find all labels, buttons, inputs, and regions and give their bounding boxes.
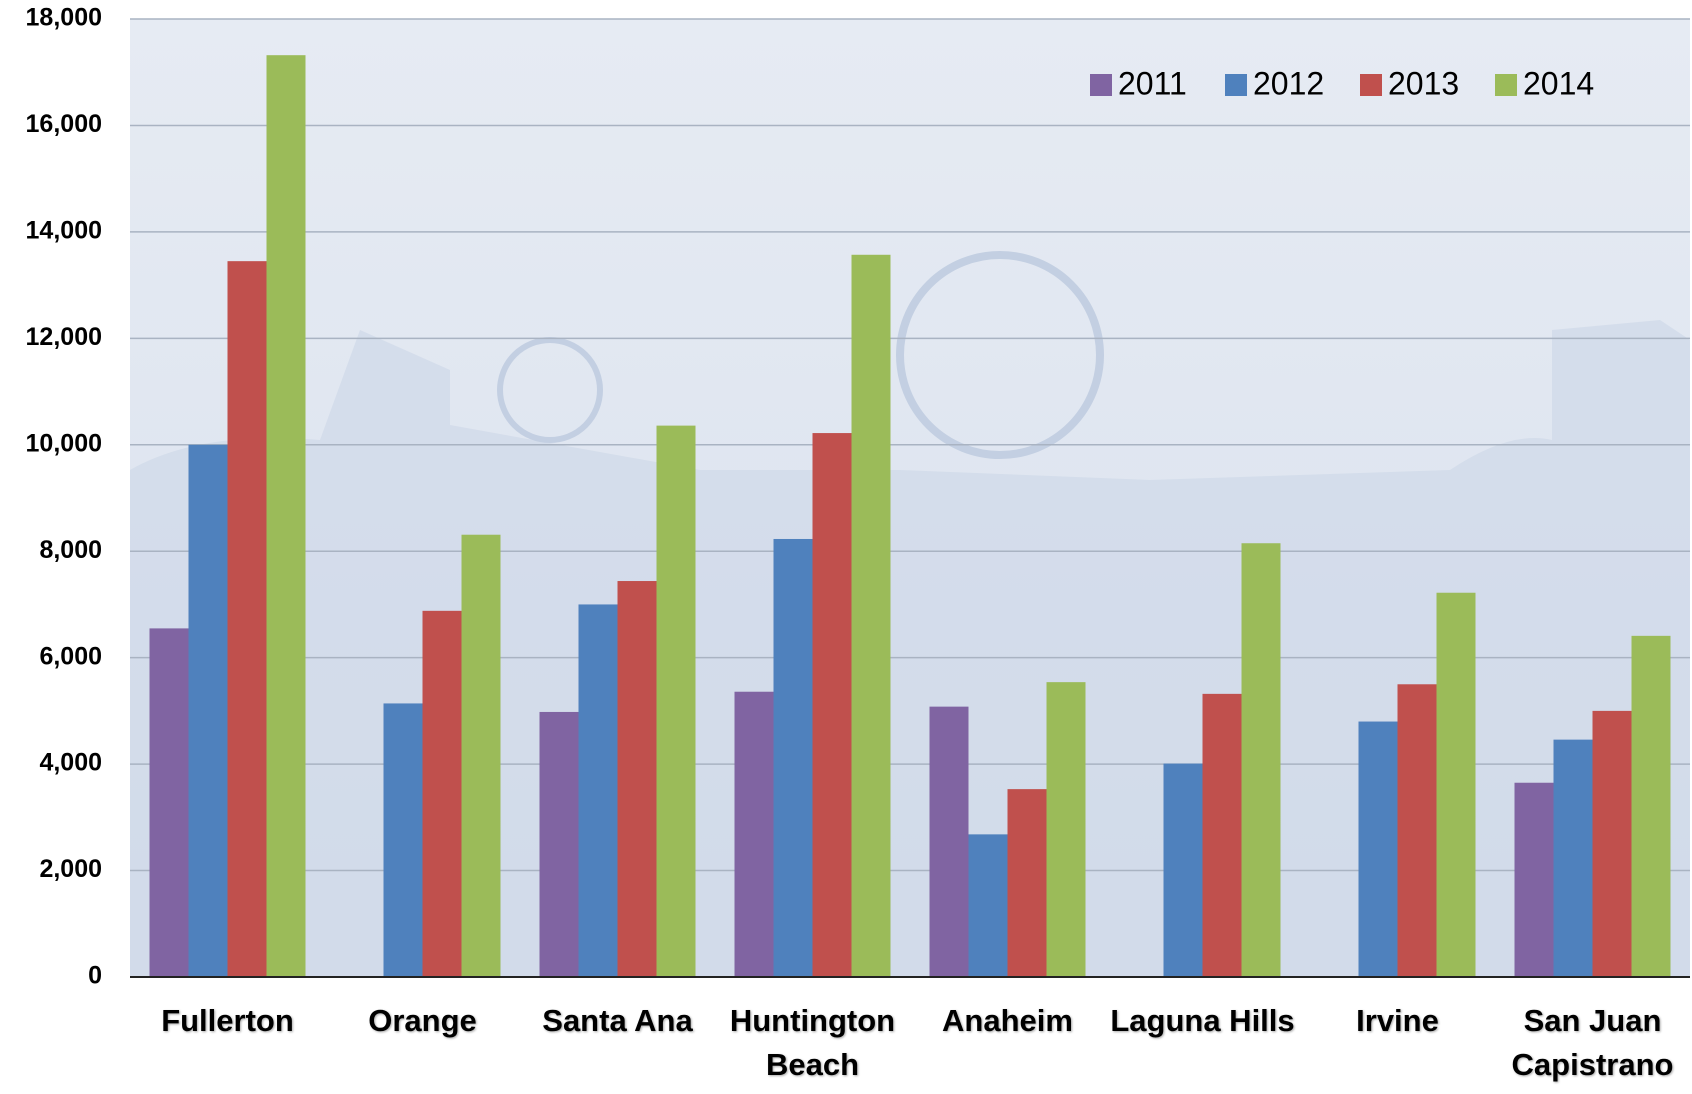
bar [227,261,267,977]
bar [1202,693,1242,977]
bar [1241,543,1281,977]
y-tick-label: 12,000 [26,323,102,351]
legend-label: 2014 [1523,65,1594,101]
bar [1631,635,1671,977]
y-tick-label: 0 [88,962,102,990]
x-tick-label: Fullerton [161,1003,294,1038]
y-tick-label: 16,000 [26,110,102,138]
legend-label: 2012 [1253,65,1324,101]
y-tick-label: 8,000 [39,536,102,564]
bar [851,254,891,978]
bar [1358,721,1398,977]
y-tick-label: 14,000 [26,216,102,244]
legend-swatch [1495,74,1517,96]
bar [149,628,189,977]
x-tick-label: Orange [368,1003,477,1038]
bar [266,55,306,978]
bar [734,691,774,977]
background-silhouette [130,320,1690,977]
x-tick-label: Huntington Beach [729,1003,896,1082]
legend-label: 2013 [1388,65,1459,101]
legend-swatch [1225,74,1247,96]
bar [539,711,579,977]
bar [461,534,501,977]
y-tick-label: 4,000 [39,749,102,777]
bar [188,444,228,977]
x-tick-label: Anaheim [942,1003,1073,1038]
bar [1592,710,1632,977]
bar [1007,789,1047,977]
y-tick-label: 6,000 [39,642,102,670]
legend-label: 2011 [1118,65,1187,101]
ferris-wheel [497,337,603,443]
bar [617,581,657,977]
bar [578,604,618,977]
bar [1436,592,1476,977]
bar [1397,684,1437,977]
bar [812,433,852,978]
x-tick-label: Irvine [1356,1003,1439,1038]
bar [773,538,813,977]
legend-swatch [1090,74,1112,96]
bar [1163,763,1203,977]
bar [422,610,462,977]
bar [929,706,969,977]
bar [656,425,696,977]
legend-swatch [1360,74,1382,96]
x-tick-label: Laguna Hills [1110,1003,1295,1038]
y-tick-label: 10,000 [26,429,102,457]
ferris-wheel [896,251,1104,459]
y-tick-label: 2,000 [39,855,102,883]
x-tick-label: Santa Ana [542,1003,693,1038]
bar [383,703,423,977]
bar [1553,739,1593,977]
bar [1046,682,1086,977]
x-tick-label: San Juan Capistrano [1511,1003,1674,1082]
y-tick-label: 18,000 [26,4,102,32]
bar [1514,782,1554,977]
bar [968,834,1008,977]
